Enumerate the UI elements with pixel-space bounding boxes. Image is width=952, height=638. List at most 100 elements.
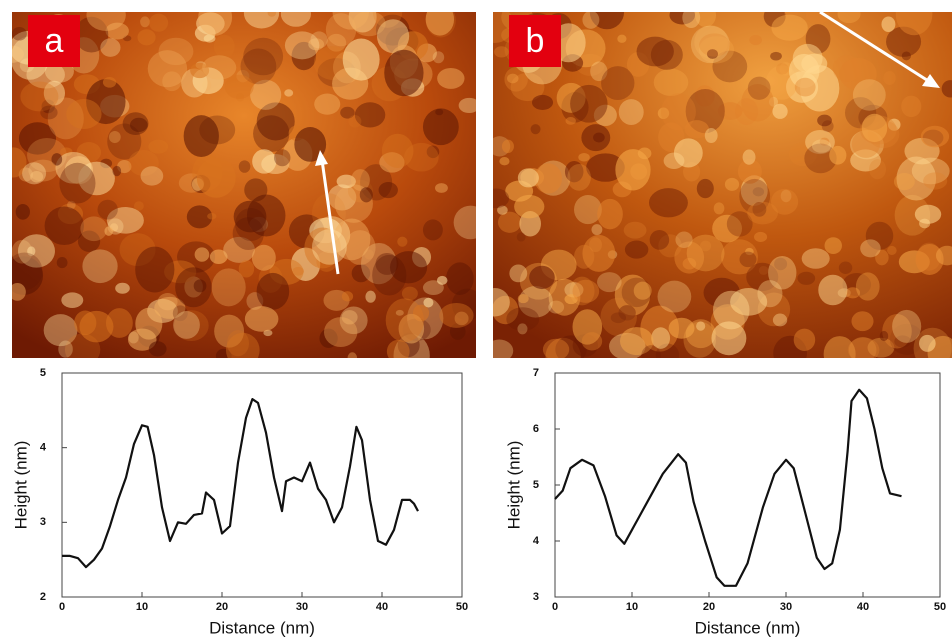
- afm-grain: [839, 57, 877, 91]
- afm-grain: [895, 12, 933, 36]
- afm-grain: [351, 264, 371, 283]
- afm-grain: [713, 202, 725, 215]
- afm-grain: [360, 242, 397, 285]
- afm-grain: [55, 151, 92, 184]
- afm-grain: [746, 262, 779, 292]
- afm-grain: [742, 149, 756, 165]
- afm-grain: [292, 266, 305, 276]
- afm-grain: [423, 297, 434, 308]
- y-tick-label: 4: [40, 442, 47, 454]
- afm-grain: [914, 204, 942, 224]
- afm-grain: [848, 337, 877, 358]
- afm-grain: [137, 29, 156, 46]
- afm-grain: [901, 95, 922, 118]
- plot-frame: [61, 372, 463, 598]
- afm-grain: [919, 334, 936, 352]
- afm-grain: [332, 218, 371, 261]
- afm-grain: [18, 122, 57, 155]
- afm-grain: [493, 188, 510, 209]
- afm-grain: [97, 199, 118, 220]
- afm-grain: [209, 249, 228, 264]
- afm-grain: [384, 49, 424, 97]
- afm-grain: [850, 149, 881, 172]
- afm-grain: [348, 114, 362, 128]
- afm-grain: [578, 152, 590, 162]
- afm-grain: [74, 310, 97, 336]
- afm-grain: [123, 35, 132, 42]
- afm-grain: [823, 336, 856, 358]
- afm-grain: [668, 317, 695, 339]
- afm-grain: [130, 117, 148, 132]
- afm-grain: [112, 165, 122, 177]
- afm-grain: [572, 279, 600, 303]
- afm-grain: [494, 46, 509, 58]
- afm-grain: [700, 240, 712, 252]
- afm-grain: [923, 172, 948, 190]
- afm-grain: [774, 257, 788, 271]
- afm-grain: [332, 12, 369, 30]
- afm-grain: [531, 94, 554, 110]
- afm-grain: [509, 264, 528, 283]
- afm-grain: [506, 307, 540, 331]
- afm-grain: [215, 348, 232, 358]
- y-tick-label: 3: [40, 516, 46, 528]
- afm-grain: [869, 159, 887, 180]
- afm-grain: [682, 12, 701, 29]
- afm-grain: [213, 34, 235, 59]
- afm-grain: [432, 51, 445, 64]
- afm-grain: [696, 321, 706, 331]
- afm-grain: [108, 130, 121, 144]
- afm-grain: [757, 280, 783, 308]
- afm-grain: [801, 248, 830, 269]
- afm-grain: [140, 166, 164, 186]
- afm-grain: [27, 246, 36, 257]
- afm-grain: [294, 127, 327, 162]
- afm-grain: [675, 231, 693, 249]
- y-tick-label: 6: [533, 423, 539, 435]
- afm-grain: [837, 12, 861, 24]
- afm-grain: [817, 114, 832, 127]
- afm-grain: [397, 236, 408, 247]
- afm-grain: [739, 178, 771, 214]
- afm-grain: [739, 251, 757, 268]
- x-tick-label: 40: [376, 601, 388, 613]
- afm-grain: [650, 39, 683, 70]
- afm-grain: [22, 162, 47, 185]
- afm-grain: [319, 328, 338, 348]
- afm-grain: [172, 305, 188, 322]
- afm-grain: [214, 314, 245, 348]
- afm-grain: [875, 249, 889, 266]
- afm-grain: [510, 72, 545, 102]
- afm-grain: [12, 256, 44, 295]
- afm-grain: [581, 124, 611, 152]
- afm-grain: [610, 312, 627, 324]
- afm-grain: [698, 36, 735, 64]
- afm-grain: [439, 302, 474, 328]
- afm-grain: [57, 203, 84, 225]
- afm-grain: [256, 102, 295, 141]
- afm-grain: [340, 106, 355, 119]
- afm-grain: [398, 313, 425, 344]
- afm-grain: [140, 16, 150, 28]
- afm-grain: [17, 234, 55, 268]
- afm-grain: [529, 265, 555, 290]
- afm-grain: [449, 323, 466, 340]
- afm-grain: [793, 328, 816, 352]
- afm-grain: [186, 205, 213, 229]
- afm-grain: [376, 19, 410, 54]
- afm-grain: [162, 71, 182, 92]
- afm-grain: [504, 67, 528, 92]
- panel-label-box: [509, 15, 561, 67]
- afm-grain: [117, 159, 132, 174]
- afm-grain: [316, 251, 337, 272]
- afm-grain: [175, 267, 212, 308]
- afm-grain: [426, 145, 440, 159]
- afm-grain: [86, 79, 126, 125]
- afm-grain: [240, 48, 277, 85]
- afm-grain: [422, 280, 444, 296]
- afm-grain: [148, 341, 167, 357]
- afm-grain: [617, 34, 627, 43]
- afm-grain: [174, 310, 209, 341]
- afm-grain: [43, 314, 78, 347]
